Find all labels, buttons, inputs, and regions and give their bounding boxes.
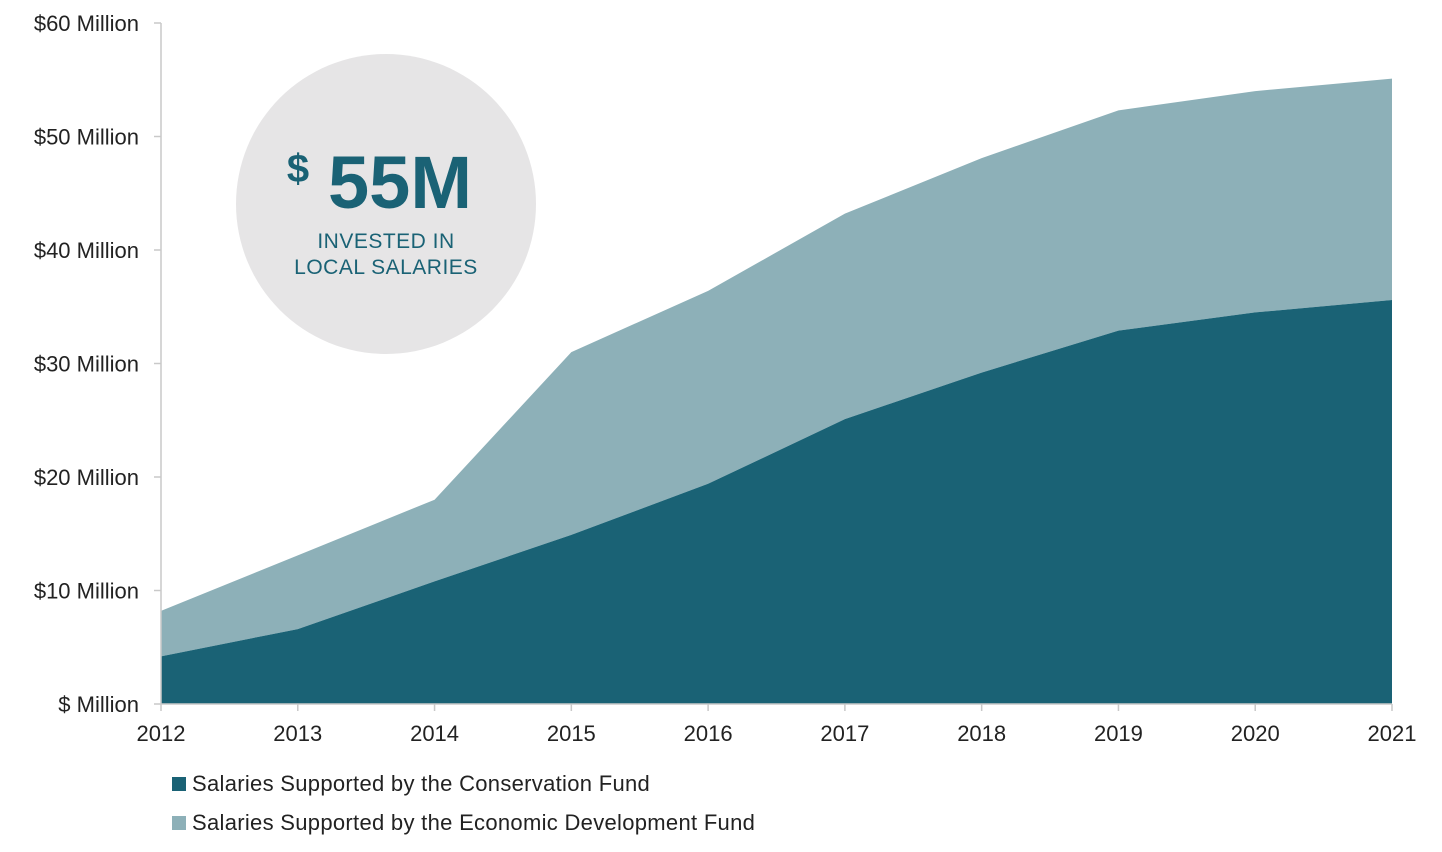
y-tick-label: $50 Million: [34, 125, 139, 150]
x-tick-label: 2015: [547, 721, 596, 746]
y-tick-label: $ Million: [58, 692, 139, 717]
x-tick-label: 2020: [1231, 721, 1280, 746]
legend-swatch-conservation: [172, 776, 186, 791]
area-series-conservation: [161, 299, 1392, 704]
y-tick-label: $60 Million: [34, 11, 139, 36]
chart-areas: [161, 78, 1392, 704]
x-tick-label: 2021: [1368, 721, 1417, 746]
legend-swatch-economic-development: [172, 815, 186, 830]
chart-axes: $ Million $10 Million $20 Million $30 Milli…: [34, 11, 1417, 746]
x-tick-label: 2012: [137, 721, 186, 746]
y-tick-label: $20 Million: [34, 465, 139, 490]
y-tick-label: $10 Million: [34, 579, 139, 604]
x-tick-label: 2016: [684, 721, 733, 746]
badge-currency-symbol: $: [287, 147, 309, 191]
x-tick-label: 2018: [957, 721, 1006, 746]
salary-badge: $ 55M INVESTED IN LOCAL SALARIES: [236, 54, 536, 354]
x-tick-label: 2014: [410, 721, 459, 746]
badge-amount: 55M: [328, 141, 472, 224]
area-series-economic-development: [161, 78, 1392, 657]
x-tick-label: 2017: [820, 721, 869, 746]
legend-label-conservation: Salaries Supported by the Conservation F…: [192, 770, 651, 796]
y-tick-label: $30 Million: [34, 352, 139, 377]
legend-item-conservation: Salaries Supported by the Conservation F…: [172, 764, 755, 803]
badge-caption-line2: LOCAL SALARIES: [294, 256, 478, 279]
badge-caption-line1: INVESTED IN: [317, 230, 454, 253]
x-tick-label: 2019: [1094, 721, 1143, 746]
x-tick-label: 2013: [273, 721, 322, 746]
y-tick-label: $40 Million: [34, 238, 139, 263]
legend-item-economic-development: Salaries Supported by the Economic Devel…: [172, 803, 755, 842]
badge-circle: [236, 54, 536, 354]
legend-label-economic-development: Salaries Supported by the Economic Devel…: [192, 809, 756, 835]
chart-legend: Salaries Supported by the Conservation F…: [172, 764, 755, 842]
